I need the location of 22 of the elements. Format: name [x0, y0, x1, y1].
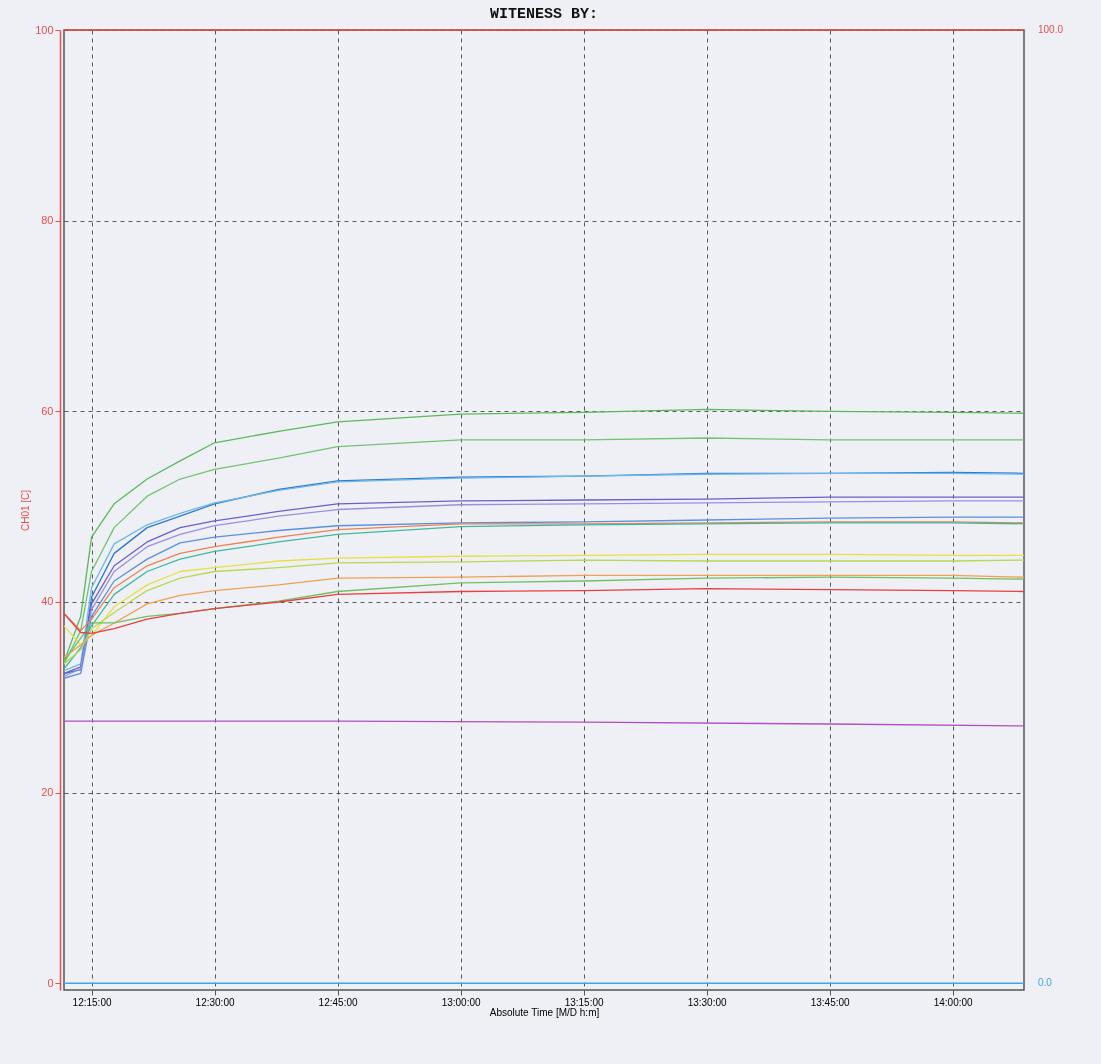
x-tick-label: 13:45:00	[810, 996, 851, 1008]
x-tick-label: 14:00:00	[933, 996, 974, 1008]
line-series	[64, 559, 1024, 665]
y-tick-label: 20	[41, 786, 54, 799]
line-series	[64, 588, 1024, 635]
x-tick-label: 12:15:00	[72, 996, 112, 1008]
ref-line-label: 0.0	[1038, 977, 1053, 989]
x-tick-label: 13:15:00	[564, 996, 605, 1008]
y-tick-label: 60	[41, 404, 54, 417]
x-tick-label: 12:30:00	[195, 996, 235, 1008]
y-tick-label: 0	[47, 976, 54, 989]
y-tick-label: 100	[35, 23, 54, 36]
x-axis-title: Absolute Time [M/D h:m]	[489, 1006, 600, 1018]
chart-title: WITENESS BY:	[489, 6, 599, 23]
x-tick-label: 13:30:00	[687, 996, 728, 1008]
y-tick-label: 40	[41, 595, 54, 608]
y-axis-title: CH01 [C]	[20, 489, 32, 532]
y-tick-label: 80	[41, 214, 54, 227]
x-tick-label: 13:00:00	[441, 996, 481, 1008]
x-tick-label: 12:45:00	[318, 996, 358, 1008]
ref-line-label: 100.0	[1038, 24, 1064, 35]
line-series	[64, 553, 1024, 646]
